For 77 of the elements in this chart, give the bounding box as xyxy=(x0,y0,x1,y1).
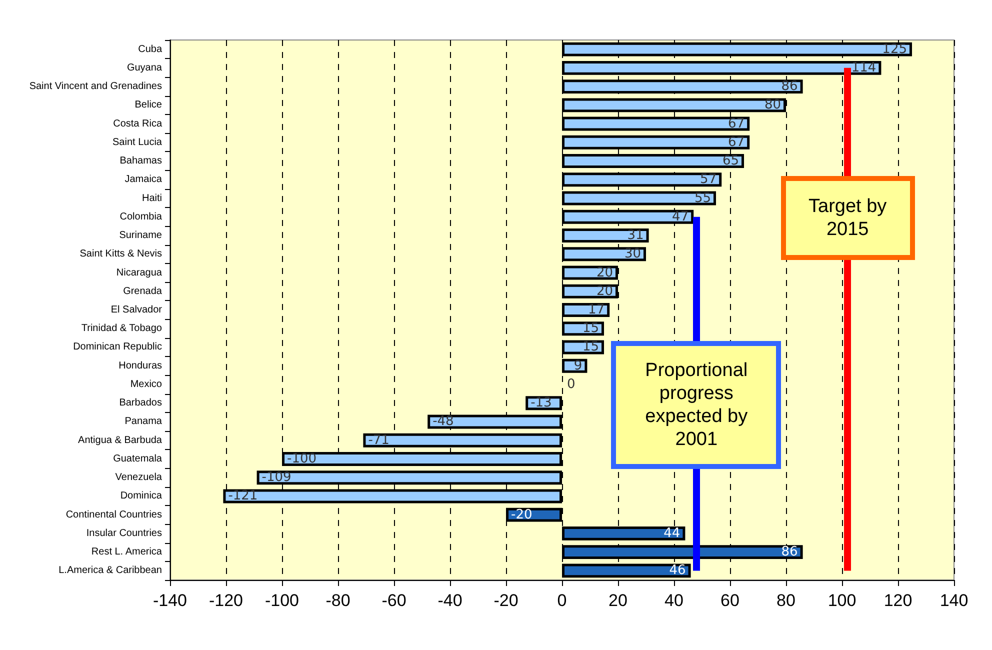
y-tick-label: Dominica xyxy=(120,490,162,502)
y-tick-label: Trinidad & Tobago xyxy=(81,323,162,334)
x-tick-label: 60 xyxy=(720,591,740,610)
y-tick-label: Barbados xyxy=(119,398,162,409)
y-tick-label: Belice xyxy=(134,100,162,111)
ref-line-label: Proportional progress expected by 2001 xyxy=(644,359,749,451)
data-label: -109 xyxy=(262,470,292,486)
x-tick-label: -140 xyxy=(152,591,188,610)
data-label: -13 xyxy=(530,396,552,411)
y-tick-label: Dominican Republic xyxy=(73,342,162,353)
y-tick-label: El Salvador xyxy=(110,304,163,316)
x-tick-label: 140 xyxy=(940,591,968,610)
data-label: 20 xyxy=(596,284,613,299)
x-tick-label: 0 xyxy=(557,591,567,610)
x-tick-label: 20 xyxy=(608,591,628,610)
x-tick-label: -120 xyxy=(208,591,244,610)
y-tick-label: Guatemala xyxy=(113,453,162,464)
y-tick-label: Continental Countries xyxy=(66,509,162,520)
y-tick-label: Honduras xyxy=(118,360,162,372)
x-tick-label: -20 xyxy=(494,591,518,610)
data-label: 86 xyxy=(781,544,798,560)
data-label: 47 xyxy=(672,209,689,224)
y-tick-label: Saint Vincent and Grenadines xyxy=(29,81,162,92)
y-tick-label: Costa Rica xyxy=(113,118,162,130)
data-label: 67 xyxy=(728,134,745,150)
data-label: -100 xyxy=(287,451,317,466)
data-label: 0 xyxy=(567,376,576,392)
data-label: -121 xyxy=(228,488,258,504)
y-tick-label: Saint Kitts & Nevis xyxy=(80,248,162,260)
x-tick-label: 120 xyxy=(884,591,912,610)
data-label: 55 xyxy=(694,190,711,206)
y-tick-label: Haiti xyxy=(142,192,162,204)
data-label: 65 xyxy=(722,154,739,169)
y-tick-label: Cuba xyxy=(138,44,162,55)
data-label: 67 xyxy=(728,116,745,132)
y-tick-label: Colombia xyxy=(120,211,162,222)
data-label: 20 xyxy=(596,265,613,280)
data-label: -71 xyxy=(368,432,390,448)
y-tick-label: L.America & Caribbean xyxy=(58,565,162,576)
data-label: -20 xyxy=(511,507,532,522)
y-tick-label: Saint Lucia xyxy=(112,136,162,148)
y-tick-label: Grenada xyxy=(123,286,162,297)
callout-box: Proportional progress expected by 2001 xyxy=(611,341,782,469)
ref-line-label: Target by 2015 xyxy=(808,195,888,241)
data-label: 57 xyxy=(700,172,717,188)
y-tick-label: Venezuela xyxy=(115,472,162,484)
data-label: 31 xyxy=(627,228,644,244)
y-tick-label: Panama xyxy=(124,416,162,428)
y-tick-label: Nicaragua xyxy=(116,267,162,278)
x-tick-label: -60 xyxy=(382,591,406,610)
x-tick-label: -80 xyxy=(326,591,350,610)
data-label: 15 xyxy=(582,340,599,355)
data-label: 30 xyxy=(624,246,641,262)
data-label: 44 xyxy=(664,526,680,541)
data-label: 15 xyxy=(582,321,599,336)
y-tick-label: Jamaica xyxy=(124,174,162,186)
callout-box: Target by 2015 xyxy=(780,176,915,260)
y-tick-label: Bahamas xyxy=(120,156,162,167)
data-label: -48 xyxy=(432,414,454,430)
x-tick-label: -100 xyxy=(264,591,300,610)
data-label: 17 xyxy=(588,302,605,318)
y-tick-label: Insular Countries xyxy=(86,528,162,539)
y-tick-label: Guyana xyxy=(126,62,162,74)
data-label: 86 xyxy=(781,79,798,94)
x-tick-label: 100 xyxy=(828,591,856,610)
x-tick-label: 40 xyxy=(664,591,684,610)
y-tick-label: Antigua & Barbuda xyxy=(78,434,162,446)
x-tick-label: -40 xyxy=(438,591,462,610)
x-tick-label: 80 xyxy=(776,591,796,610)
data-label: 46 xyxy=(669,563,686,578)
y-tick-label: Suriname xyxy=(119,230,162,242)
y-tick-label: Rest L. America xyxy=(91,546,162,558)
data-label: 80 xyxy=(764,98,781,113)
data-label: 125 xyxy=(882,42,907,57)
data-label: 114 xyxy=(851,60,876,76)
data-label: 9 xyxy=(574,358,582,374)
y-tick-label: Mexico xyxy=(130,378,162,390)
